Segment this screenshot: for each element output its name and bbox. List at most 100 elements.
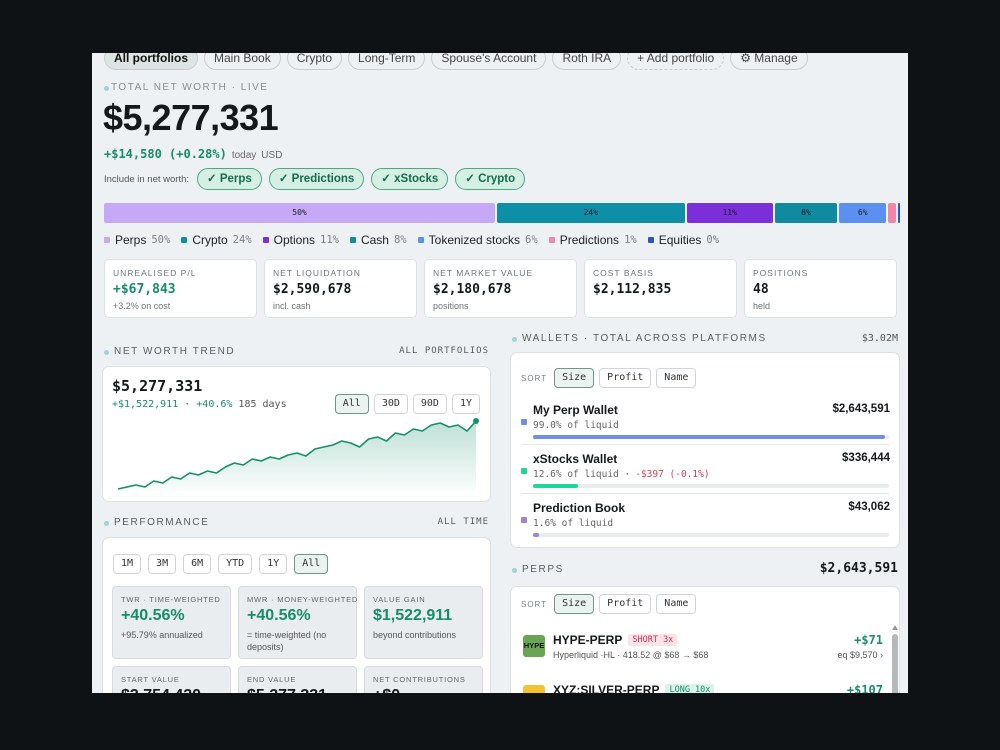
legend-name: Cash	[360, 233, 389, 247]
portfolio-tab[interactable]: Spouse's Account	[431, 53, 547, 70]
legend-name: Options	[273, 233, 315, 247]
position-row[interactable]: HYPE HYPE-PERP SHORT 3x Hyperliquid ·HL · 4…	[511, 633, 891, 673]
wallet-row[interactable]: My Perp Wallet $2,643,591 99.0% of liquid	[511, 401, 899, 445]
range-button[interactable]: 30D	[373, 394, 408, 414]
range-button[interactable]: 6M	[183, 554, 212, 574]
section-dot	[104, 521, 109, 526]
segment-label: 6%	[857, 208, 868, 217]
wallet-swatch	[521, 419, 527, 425]
trend-ranges: All 30D 90D 1Y	[334, 393, 485, 414]
change-row: +$14,580 (+0.28%) today USD	[104, 147, 282, 161]
wallet-note: 1.6% of liquid	[533, 518, 614, 529]
range-button[interactable]: 3M	[148, 554, 177, 574]
portfolio-tab[interactable]: Crypto	[286, 53, 343, 70]
performance-scope: ALL TIME	[437, 517, 489, 527]
wallet-note: 12.6% of liquid ·	[533, 469, 631, 480]
position-name: HYPE-PERP	[553, 633, 623, 647]
stat-card: POSITIONS 48 held	[744, 259, 897, 318]
legend-swatch	[548, 237, 555, 243]
portfolio-tab[interactable]: All portfolios	[104, 53, 198, 70]
allocation-legend: Perps 50% Crypto 24% Options 11% Cash 8% Tokeniz…	[104, 233, 719, 247]
wallet-swatch	[521, 468, 527, 474]
section-dot	[512, 337, 517, 342]
sort-button[interactable]: Size	[554, 368, 595, 388]
scrollbar-thumb[interactable]	[892, 634, 898, 693]
metric-note: +95.79% annualized	[121, 630, 203, 640]
performance-ranges: 1M 3M 6M YTD 1Y All	[113, 553, 335, 574]
stat-note: positions	[433, 301, 469, 311]
sort-button[interactable]: Size	[554, 594, 595, 614]
legend-swatch	[181, 237, 188, 243]
legend-swatch	[647, 237, 654, 243]
stat-card: NET MARKET VALUE $2,180,678 positions	[424, 259, 577, 318]
stat-card: COST BASIS $2,112,835	[584, 259, 737, 318]
metric-note: = time-weighted (no deposits)	[247, 630, 327, 652]
legend-value: 0%	[706, 234, 720, 246]
range-button[interactable]: 90D	[412, 394, 447, 414]
range-button[interactable]: 1Y	[451, 394, 480, 414]
stat-card: UNREALISED P/L +$67,843 +3.2% on cost	[104, 259, 257, 318]
legend-swatch	[104, 237, 110, 243]
wallet-row[interactable]: xStocks Wallet $336,444 12.6% of liquid · -…	[511, 450, 899, 494]
legend-value: 8%	[393, 234, 407, 246]
allocation-segment: 11%	[686, 203, 773, 223]
portfolio-tab[interactable]: Main Book	[204, 53, 281, 70]
range-button[interactable]: 1Y	[259, 554, 288, 574]
live-dot	[104, 86, 109, 91]
metric-label: MWR · MONEY-WEIGHTED	[247, 595, 359, 604]
legend-value: 11%	[320, 234, 339, 246]
allocation-segment	[888, 203, 896, 223]
portfolio-tab[interactable]: + Add portfolio	[627, 53, 725, 70]
range-button[interactable]: YTD	[218, 554, 253, 574]
position-badge: HYPE	[523, 635, 545, 657]
stat-value: $2,112,835	[593, 282, 672, 297]
sort-label: SORT	[521, 599, 548, 609]
wallet-pnl: -$397 (-0.1%)	[635, 469, 710, 480]
wallets-total: $3.02M	[861, 333, 898, 344]
wallet-bar-track	[533, 484, 889, 488]
sort-button[interactable]: Profit	[599, 594, 652, 614]
trend-title: NET WORTH TREND	[114, 346, 236, 357]
legend-name: Crypto	[192, 233, 228, 247]
allocation-segment: 24%	[497, 203, 685, 223]
portfolio-tab[interactable]: Long-Term	[348, 53, 426, 70]
include-toggle[interactable]: ✓ Perps	[197, 168, 262, 190]
sort-button[interactable]: Profit	[599, 368, 652, 388]
sort-button[interactable]: Name	[656, 594, 697, 614]
include-row: Include in net worth: ✓ Perps ✓ Prediction…	[104, 168, 526, 190]
position-detail: Hyperliquid ·HL · 418.52 @ $68 → $68	[553, 650, 709, 660]
segment-label: 8%	[801, 208, 811, 217]
wallet-bar	[533, 484, 578, 488]
segment-label: 50%	[292, 208, 307, 217]
day-change: +$14,580 (+0.28%)	[104, 147, 227, 161]
position-badge: XYZ:	[523, 685, 545, 693]
range-button[interactable]: 1M	[113, 554, 142, 574]
portfolio-tab[interactable]: Roth IRA	[552, 53, 622, 70]
wallet-row[interactable]: Prediction Book $43,062 1.6% of liquid	[511, 499, 899, 543]
sort-row: SORT Size Profit Name	[521, 594, 701, 614]
metric-label: START VALUE	[121, 675, 180, 684]
include-toggle[interactable]: ✓ Crypto	[455, 168, 526, 190]
trend-card: $5,277,331 +$1,522,911 · +40.6% 185 days Al…	[102, 366, 491, 502]
position-row[interactable]: XYZ: XYZ:SILVER-PERP LONG 10x +$107	[511, 683, 891, 693]
legend-item: Crypto 24%	[181, 233, 252, 247]
stat-label: UNREALISED P/L	[113, 268, 197, 278]
legend-name: Equities	[658, 233, 702, 247]
range-button[interactable]: All	[294, 554, 329, 574]
stat-note: +3.2% on cost	[113, 301, 171, 311]
range-button[interactable]: All	[334, 394, 369, 414]
segment-label: 24%	[583, 208, 599, 217]
metric-value: +$0	[373, 687, 400, 693]
stat-label: NET LIQUIDATION	[273, 268, 361, 278]
sort-label: SORT	[521, 373, 548, 383]
sort-button[interactable]: Name	[656, 368, 697, 388]
portfolio-tab[interactable]: ⚙ Manage	[730, 53, 808, 70]
legend-item: Cash 8%	[349, 233, 407, 247]
include-toggle[interactable]: ✓ xStocks	[371, 168, 449, 190]
position-equity: eq $9,570 ›	[837, 650, 883, 660]
wallet-bar-track	[533, 533, 889, 537]
trend-end-dot	[473, 418, 479, 424]
include-toggle[interactable]: ✓ Predictions	[268, 168, 365, 190]
trend-change: +$1,522,911 · +40.6%	[112, 399, 233, 410]
metric-value: $5,277,331	[247, 687, 327, 693]
